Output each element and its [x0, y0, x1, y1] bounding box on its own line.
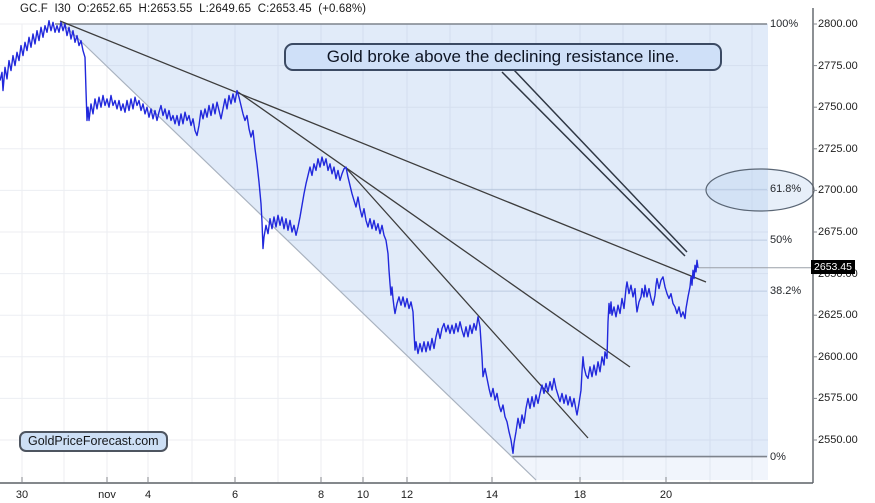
x-axis-label: 18	[573, 489, 587, 501]
x-axis-label: 12	[400, 489, 414, 501]
y-axis-label: 2775.00	[818, 60, 858, 72]
y-axis-label: 2600.00	[818, 351, 858, 363]
x-axis-label: 20	[659, 489, 673, 501]
x-axis-label: 14	[485, 489, 499, 501]
gridlines	[0, 23, 768, 483]
fib-level-label: 61.8%	[770, 183, 802, 195]
fib-level-label: 100%	[770, 18, 799, 30]
x-axis-label: 30	[15, 489, 29, 501]
x-axis-label: 6	[231, 489, 239, 501]
callout-pointer-lines	[501, 69, 688, 257]
fib-level-label: 0%	[770, 451, 786, 463]
watermark-badge: GoldPriceForecast.com	[19, 431, 168, 452]
y-axis-label: 2750.00	[818, 101, 858, 113]
y-axis-label: 2550.00	[818, 434, 858, 446]
y-axis-label: 2675.00	[818, 226, 858, 238]
x-axis-label: 10	[356, 489, 370, 501]
y-axis-label: 2725.00	[818, 143, 858, 155]
y-axis-label: 2575.00	[818, 392, 858, 404]
shaded-below-zero-strip	[512, 457, 768, 480]
symbol-ohlc-title: GC.F I30 O:2652.65 H:2653.55 L:2649.65 C…	[20, 3, 367, 15]
fibonacci-lines	[55, 23, 767, 458]
fib-level-label: 50%	[770, 234, 793, 246]
trend-lines	[59, 20, 707, 481]
declining-resistance-2	[237, 91, 631, 368]
y-axis-label: 2625.00	[818, 309, 858, 321]
annotation-callout: Gold broke above the declining resistanc…	[284, 43, 722, 71]
callout-pointer-line	[501, 71, 686, 257]
y-axis-label: 2700.00	[818, 184, 858, 196]
channel-lower-diagonal	[62, 23, 537, 481]
fib-level-label: 38.2%	[770, 285, 802, 297]
x-axis-label: nov	[98, 489, 116, 501]
x-axis-label: 8	[317, 489, 325, 501]
declining-resistance-3	[346, 168, 589, 439]
callout-pointer-line	[513, 69, 688, 253]
price-line-series	[0, 20, 699, 454]
current-price-badge: 2653.45	[811, 260, 855, 274]
x-axis-label: 4	[144, 489, 152, 501]
y-axis-label: 2800.00	[818, 18, 858, 30]
declining-resistance-1	[59, 20, 707, 283]
